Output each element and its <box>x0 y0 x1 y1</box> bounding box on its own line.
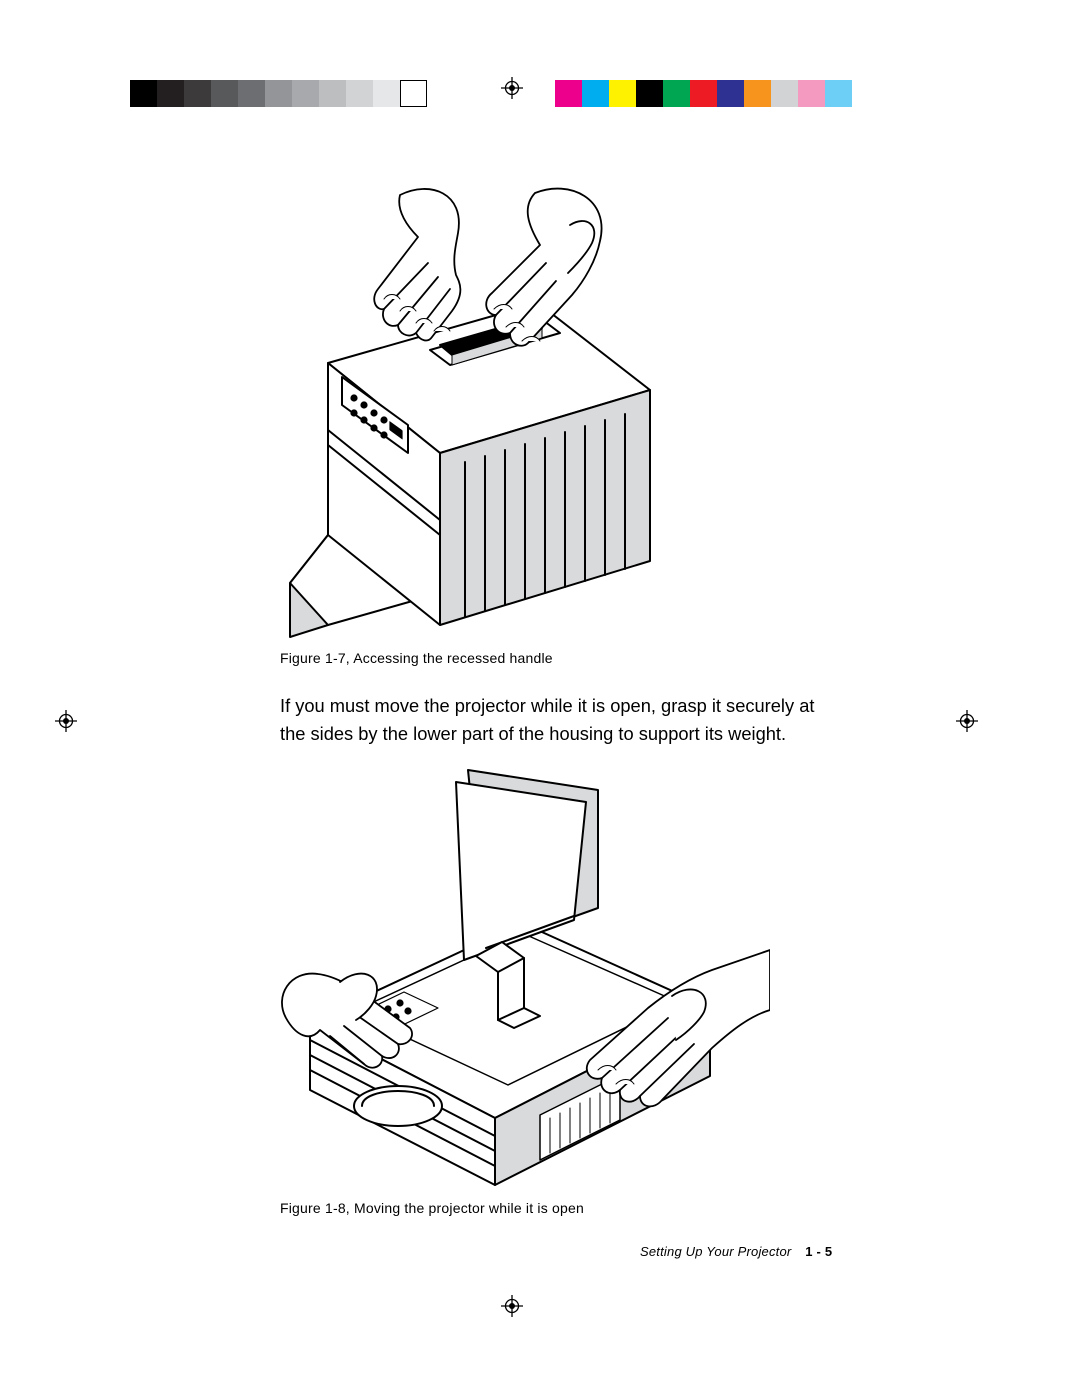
calibration-swatch <box>319 80 346 107</box>
footer-section-title: Setting Up Your Projector <box>640 1244 791 1259</box>
calibration-swatch <box>663 80 690 107</box>
calibration-swatch <box>555 80 582 107</box>
page-footer: Setting Up Your Projector 1 - 5 <box>640 1244 832 1259</box>
figure-1-7-illustration <box>280 185 675 640</box>
calibration-swatch <box>346 80 373 107</box>
color-calibration-bar <box>555 80 852 107</box>
registration-mark-right <box>956 710 978 732</box>
figure-1-8-caption: Figure 1-8, Moving the projector while i… <box>280 1200 584 1216</box>
calibration-swatch <box>211 80 238 107</box>
calibration-swatch <box>130 80 157 107</box>
figure-1-7-caption: Figure 1-7, Accessing the recessed handl… <box>280 650 553 666</box>
calibration-swatch <box>744 80 771 107</box>
calibration-swatch <box>717 80 744 107</box>
registration-mark-left <box>55 710 77 732</box>
registration-mark-top <box>501 77 523 99</box>
calibration-swatch <box>582 80 609 107</box>
footer-page-number: 1 - 5 <box>805 1244 832 1259</box>
calibration-swatch <box>636 80 663 107</box>
page: Figure 1-7, Accessing the recessed handl… <box>0 0 1080 1397</box>
body-paragraph: If you must move the projector while it … <box>280 692 840 749</box>
grayscale-calibration-bar <box>130 80 427 107</box>
figure-1-8-illustration <box>280 760 770 1190</box>
calibration-swatch <box>609 80 636 107</box>
calibration-swatch <box>292 80 319 107</box>
calibration-swatch <box>798 80 825 107</box>
registration-mark-bottom <box>501 1295 523 1317</box>
calibration-swatch <box>400 80 427 107</box>
calibration-swatch <box>157 80 184 107</box>
calibration-swatch <box>771 80 798 107</box>
calibration-swatch <box>690 80 717 107</box>
calibration-swatch <box>265 80 292 107</box>
calibration-swatch <box>373 80 400 107</box>
calibration-swatch <box>825 80 852 107</box>
calibration-swatch <box>238 80 265 107</box>
calibration-swatch <box>184 80 211 107</box>
